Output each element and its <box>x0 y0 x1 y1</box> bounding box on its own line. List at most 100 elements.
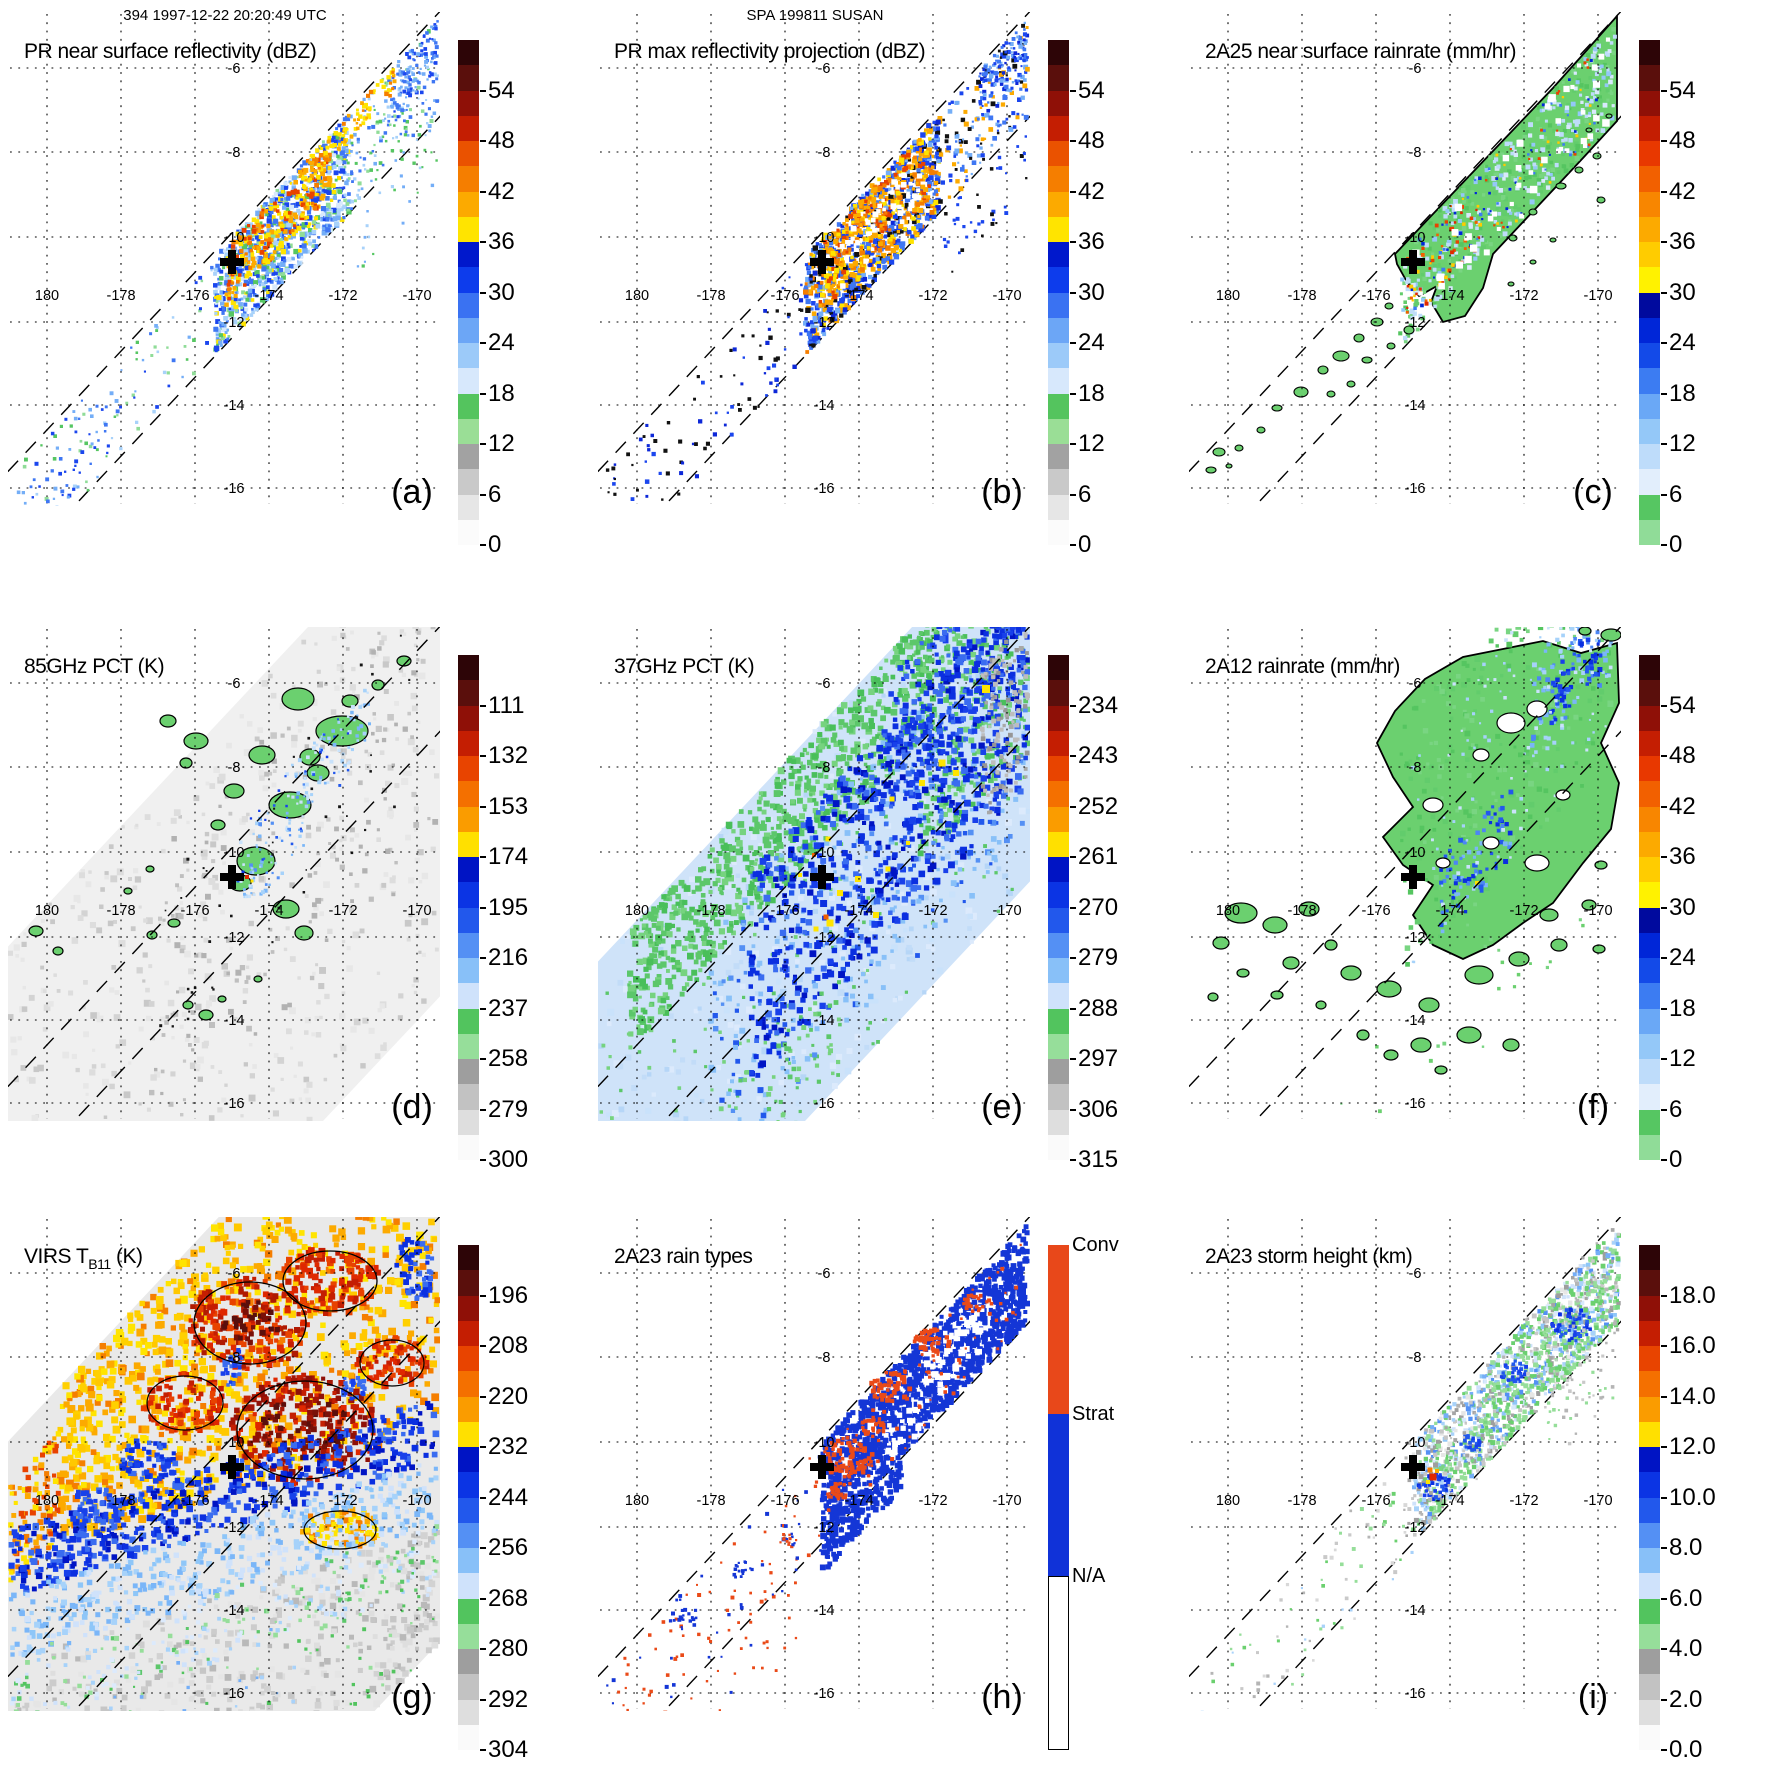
lat-label: -14 <box>224 1603 245 1619</box>
colorbar-tick <box>1070 292 1076 294</box>
panel-letter: (i) <box>1578 1678 1608 1716</box>
colorbar-tick-label: 36 <box>1669 843 1696 870</box>
colorbar-tick <box>1070 494 1076 496</box>
colorbar-tick-label: 2.0 <box>1669 1686 1703 1713</box>
lon-label: 180 <box>1216 288 1240 304</box>
grid-labels: 180 -178 -176 -174 -172 -170 -6 -8 -10 -12 -14 -16 <box>625 61 1022 497</box>
panel-title: PR max reflectivity projection (dBZ) <box>614 40 925 63</box>
colorbar-tick-label: 42 <box>1669 793 1696 820</box>
colorbar-tick-label: 6 <box>1669 1096 1683 1123</box>
colorbar-tick <box>480 393 486 395</box>
storm-center-marker <box>220 250 244 274</box>
map-data-layer <box>598 12 1030 506</box>
colorbar-tick <box>1661 191 1667 193</box>
colorbar-tick <box>480 1446 486 1448</box>
lat-label: -10 <box>814 1435 835 1451</box>
lon-label: -176 <box>1361 288 1390 304</box>
colorbar-h <box>1048 1245 1069 1750</box>
lon-label: 180 <box>625 903 649 919</box>
colorbar-tick <box>480 90 486 92</box>
colorbar-c <box>1639 40 1660 545</box>
colorbar-tick <box>1661 856 1667 858</box>
colorbar-tick-label: 256 <box>488 1534 529 1561</box>
colorbar-tick-label: 279 <box>1078 944 1119 971</box>
colorbar-tick <box>1070 755 1076 757</box>
colorbar-a <box>458 40 479 545</box>
colorbar-tick-label: 153 <box>488 793 529 820</box>
lon-label: -176 <box>770 288 799 304</box>
colorbar-tick <box>480 140 486 142</box>
colorbar-tick-label: 18.0 <box>1669 1282 1716 1309</box>
colorbar-tick-label: 174 <box>488 843 529 870</box>
colorbar-tick <box>1661 1396 1667 1398</box>
colorbar-tick <box>1070 140 1076 142</box>
colorbar-tick <box>1661 1159 1667 1161</box>
colorbar-tick-label: 232 <box>488 1433 529 1460</box>
colorbar-tick-label: 24 <box>1669 329 1696 356</box>
lat-label: -6 <box>228 676 241 692</box>
latlon-grid <box>600 629 1028 1119</box>
lat-label: -12 <box>224 315 245 331</box>
colorbar-tick <box>1661 1345 1667 1347</box>
colorbar-tick <box>480 957 486 959</box>
colorbar-tick-label: 12 <box>1669 430 1696 457</box>
colorbar-tick <box>1661 957 1667 959</box>
lat-label: -16 <box>814 1686 835 1702</box>
panel-letter: (e) <box>981 1088 1023 1126</box>
lon-label: -172 <box>328 903 357 919</box>
lon-label: -170 <box>992 903 1021 919</box>
colorbar-tick <box>1070 806 1076 808</box>
lon-label: 180 <box>35 903 59 919</box>
colorbar-tick <box>480 856 486 858</box>
colorbar-tick-label: 18 <box>488 380 515 407</box>
lat-label: -8 <box>228 760 241 776</box>
panel-letter: (a) <box>391 473 433 511</box>
lat-label: -12 <box>224 1520 245 1536</box>
colorbar-tick <box>480 806 486 808</box>
map-data-layer <box>8 12 440 506</box>
colorbar-tick-label: 304 <box>488 1736 529 1763</box>
panel-title: VIRS TB11 (K) <box>24 1245 143 1272</box>
colorbar-tick <box>480 1345 486 1347</box>
colorbar-tick-label: 12 <box>1078 430 1105 457</box>
colorbar-tick-label: 12 <box>488 430 515 457</box>
colorbar-tick-label: 16.0 <box>1669 1332 1716 1359</box>
colorbar-tick-label: 268 <box>488 1585 529 1612</box>
colorbar-tick <box>1661 1058 1667 1060</box>
latlon-grid <box>1191 1219 1619 1709</box>
panel-2a12-rainrate: 180 -178 -176 -174 -172 -170 -6 -8 -10 -12 -14 -16 2… <box>1181 615 1771 1177</box>
lat-label: -8 <box>228 1350 241 1366</box>
colorbar-tick <box>1070 705 1076 707</box>
colorbar-tick <box>1661 1295 1667 1297</box>
colorbar-i <box>1639 1245 1660 1750</box>
panel-virs-tb11: 180 -178 -176 -174 -172 -170 -6 -8 -10 -12 -14 -16 V… <box>0 1205 590 1767</box>
colorbar-tick <box>480 1547 486 1549</box>
grid-labels: 180 -178 -176 -174 -172 -170 -6 -8 -10 -12 -14 -16 <box>625 676 1022 1112</box>
colorbar-tick <box>1661 292 1667 294</box>
lon-label: 180 <box>1216 903 1240 919</box>
map-c: 180 -178 -176 -174 -172 -170 -6 -8 -10 -12 -14 -16 2… <box>1189 12 1621 511</box>
colorbar-tick-label: 252 <box>1078 793 1119 820</box>
lat-label: -12 <box>814 1520 835 1536</box>
latlon-grid <box>1191 14 1619 504</box>
latlon-grid <box>10 1219 438 1709</box>
map-f: 180 -178 -176 -174 -172 -170 -6 -8 -10 -12 -14 -16 2… <box>1189 627 1621 1126</box>
lat-label: -14 <box>814 1013 835 1029</box>
latlon-grid <box>600 1219 1028 1709</box>
colorbar-b <box>1048 40 1069 545</box>
colorbar-tick <box>480 1295 486 1297</box>
colorbar-tick-label: 30 <box>1669 279 1696 306</box>
colorbar-tick <box>1661 393 1667 395</box>
lat-label: -14 <box>814 398 835 414</box>
map-b: 180 -178 -176 -174 -172 -170 -6 -8 -10 -12 -14 -16 P… <box>598 12 1030 511</box>
colorbar-tick <box>480 241 486 243</box>
latlon-grid <box>10 629 438 1119</box>
panel-pr-max-reflectivity: 180 -178 -176 -174 -172 -170 -6 -8 -10 -12 -14 -16 P… <box>590 0 1180 562</box>
colorbar-tick <box>1661 140 1667 142</box>
colorbar-tick-label: 279 <box>488 1096 529 1123</box>
lat-label: -10 <box>1405 1435 1426 1451</box>
lon-label: -174 <box>844 288 873 304</box>
grid-labels: 180 -178 -176 -174 -172 -170 -6 -8 -10 -12 -14 -16 <box>625 1266 1022 1702</box>
lat-label: -14 <box>224 1013 245 1029</box>
colorbar-tick-label: 6.0 <box>1669 1585 1703 1612</box>
